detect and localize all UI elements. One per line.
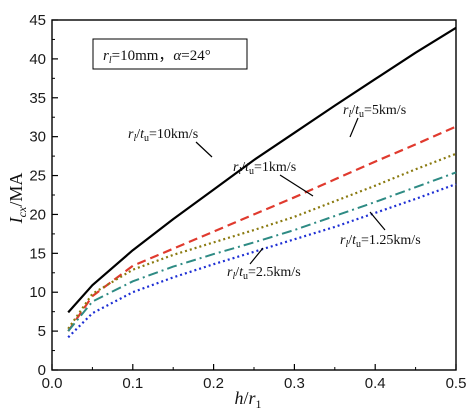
annotation-leader-2 [279,174,314,197]
y-tick-label: 5 [38,323,46,340]
y-tick-label: 10 [29,284,46,301]
y-tick-label: 40 [29,51,46,68]
series-line-3 [67,171,457,332]
x-axis-title: h/r1 [234,388,261,411]
annotation-leader-1 [349,117,359,138]
plot-area [51,19,457,371]
y-tick-label: 15 [29,245,46,262]
series-annotation-0: rl/tu=10km/s [128,127,198,144]
y-tick-label: 35 [29,90,46,107]
series-line-0 [67,26,457,314]
series-annotation-2: rl/tu=1km/s [233,160,296,177]
x-tick-label: 0.1 [122,375,143,392]
series-annotation-1: rl/tu=5km/s [343,103,406,120]
y-tick-label: 0 [38,362,46,379]
series-layer [67,26,457,339]
y-tick-label: 25 [29,168,46,185]
y-axis-title: Icx/MA [6,173,29,225]
x-tick-label: 0.4 [365,375,386,392]
annotation-leader-0 [195,141,213,158]
series-annotation-3: rl/tu=1.25km/s [340,233,421,250]
x-tick-label: 0.0 [42,375,63,392]
parameter-box [92,38,248,70]
annotation-leader-4 [249,247,264,265]
y-tick-label: 45 [29,12,46,29]
annotation-layer: rl/tu=10km/s rl/tu=5km/s rl/tu=1km/s rl/tu=… [128,103,421,282]
y-tick-label: 20 [29,206,46,223]
parameter-text: rl=10mm，α=24° [103,48,211,66]
annotation-leader-3 [369,211,386,231]
y-tick-label: 30 [29,129,46,146]
series-line-2 [67,152,457,330]
x-tick-label: 0.2 [203,375,224,392]
x-tick-label: 0.3 [284,375,305,392]
series-line-1 [67,125,457,332]
axis-ticks: 0.0 0.1 0.2 0.3 0.4 0.5 0 5 10 15 20 25 30 35 40 45 [29,12,466,392]
x-tick-label: 0.5 [446,375,467,392]
series-annotation-4: rl/tu=2.5km/s [227,265,301,282]
